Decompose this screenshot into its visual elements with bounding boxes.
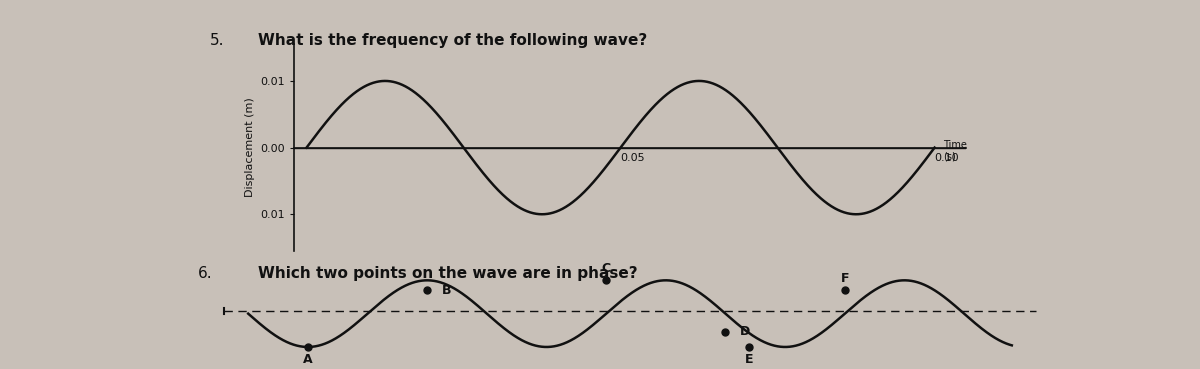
Text: F: F: [840, 272, 850, 285]
Text: E: E: [745, 353, 754, 366]
Text: Time
(s): Time (s): [943, 139, 967, 161]
Text: A: A: [304, 353, 313, 366]
Text: B: B: [442, 284, 451, 297]
Text: 5.: 5.: [210, 33, 224, 48]
Text: 0.10: 0.10: [935, 153, 959, 163]
Text: C: C: [601, 262, 611, 275]
Text: 6.: 6.: [198, 266, 212, 281]
Text: D: D: [739, 325, 750, 338]
Text: Which two points on the wave are in phase?: Which two points on the wave are in phas…: [258, 266, 637, 281]
Text: 0.05: 0.05: [620, 153, 646, 163]
Y-axis label: Displacement (m): Displacement (m): [245, 98, 254, 197]
Text: What is the frequency of the following wave?: What is the frequency of the following w…: [258, 33, 647, 48]
